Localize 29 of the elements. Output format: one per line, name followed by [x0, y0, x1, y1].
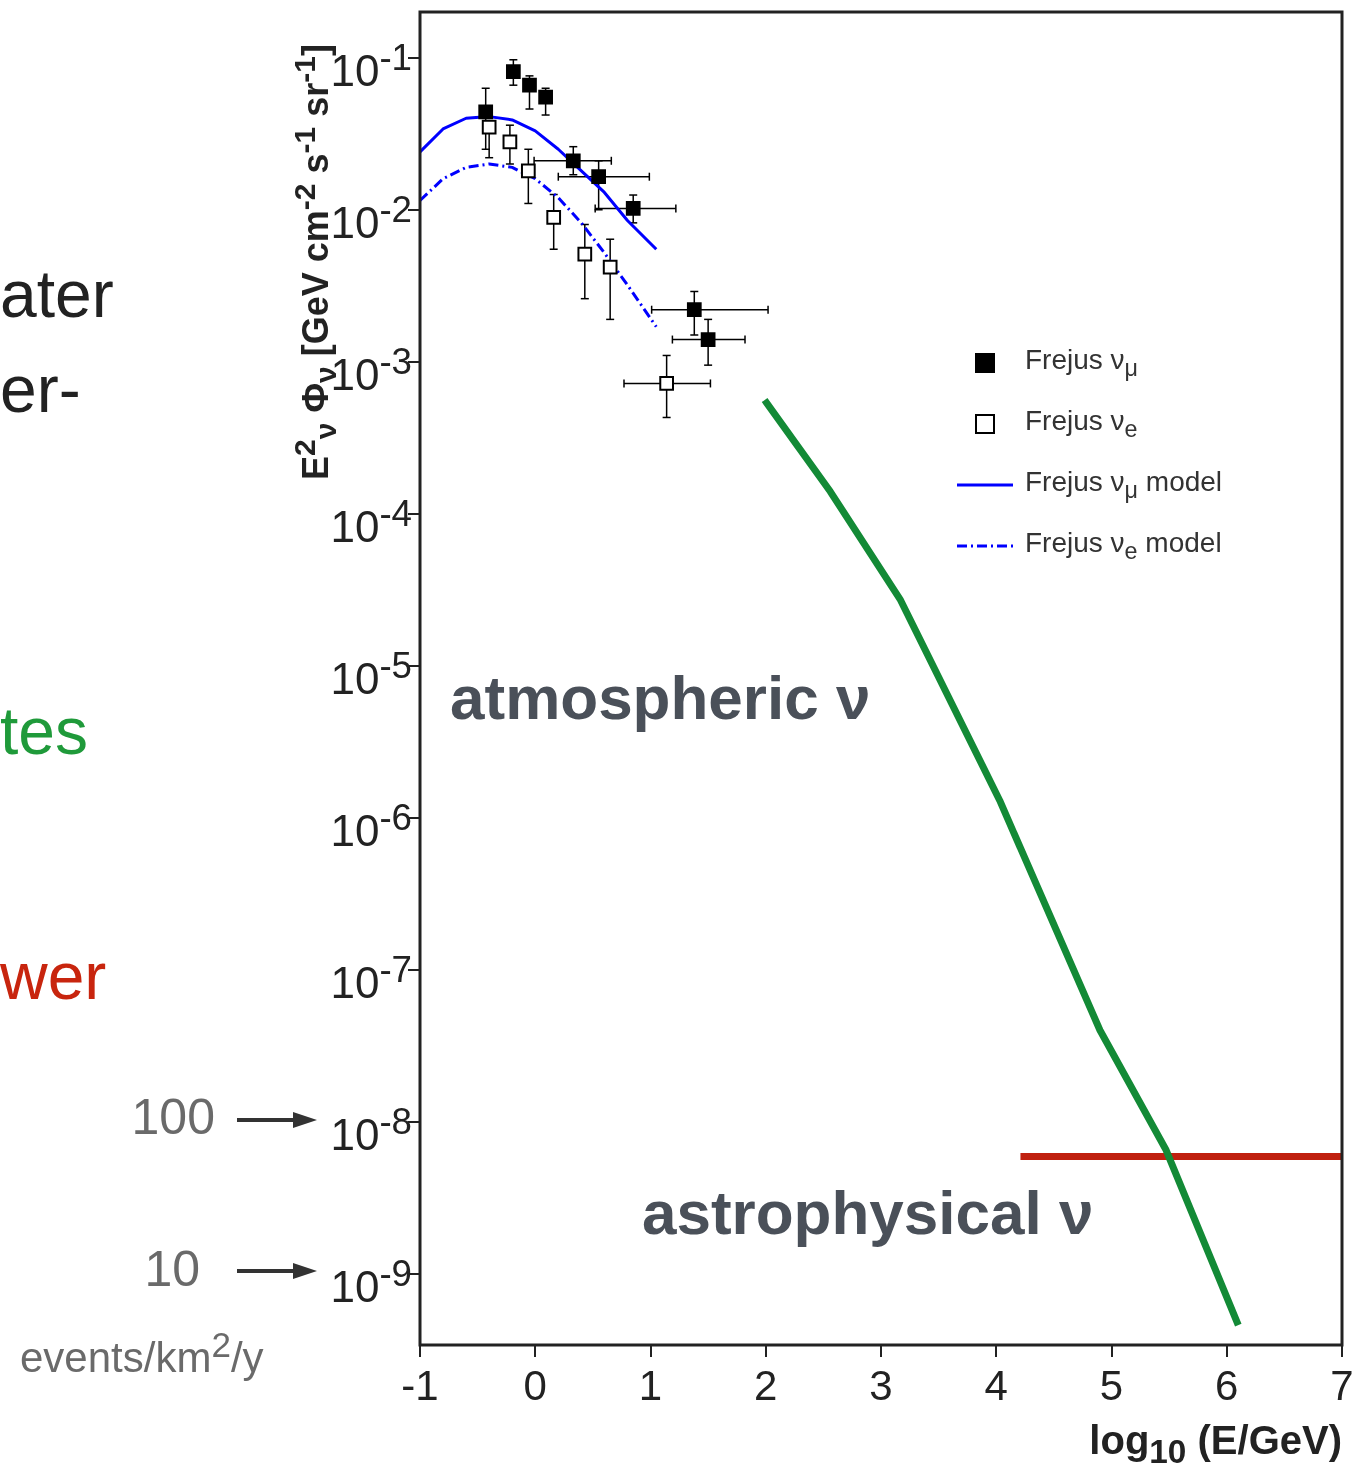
text: 100: [131, 1089, 215, 1145]
legend-label: Frejus ν$_{e}$: [1025, 404, 1138, 443]
text: tes: [0, 694, 89, 768]
x-tick-label: 4: [983, 1362, 1009, 1410]
y-tick-label: 10$^{-4}$: [330, 491, 412, 553]
text: er-: [0, 352, 81, 426]
x-axis-title: log$_{10}$ (E/GeV): [1089, 1418, 1342, 1471]
y-tick-label: 10$^{-7}$: [330, 947, 412, 1009]
text: 10: [144, 1241, 200, 1297]
text: ater: [0, 257, 114, 331]
x-tick-label: 6: [1214, 1362, 1240, 1410]
legend-label: Frejus ν$_{μ}$: [1025, 343, 1139, 382]
x-tick-label: 3: [868, 1362, 894, 1410]
y-tick-label: 10$^{-6}$: [330, 795, 412, 857]
y-tick-label: 10$^{-2}$: [330, 187, 412, 249]
annotation: atmospheric ν: [450, 663, 871, 733]
x-tick-label: -1: [400, 1362, 440, 1410]
x-tick-label: 5: [1098, 1362, 1125, 1410]
y-tick-label: 10$^{-5}$: [330, 643, 412, 705]
x-tick-label: 2: [753, 1362, 779, 1410]
legend-label: Frejus ν$_{e}$ model: [1025, 526, 1222, 565]
text: events/km$^{2}$/y: [20, 1325, 264, 1382]
x-tick-label: 1: [637, 1362, 664, 1410]
annotation: astrophysical ν: [642, 1178, 1094, 1248]
legend-label: Frejus ν$_{μ}$ model: [1025, 465, 1223, 504]
y-tick-label: 10$^{-8}$: [330, 1099, 412, 1161]
y-tick-label: 10$^{-9}$: [330, 1251, 412, 1313]
x-tick-label: 7: [1329, 1362, 1355, 1410]
x-tick-label: 0: [522, 1362, 548, 1410]
